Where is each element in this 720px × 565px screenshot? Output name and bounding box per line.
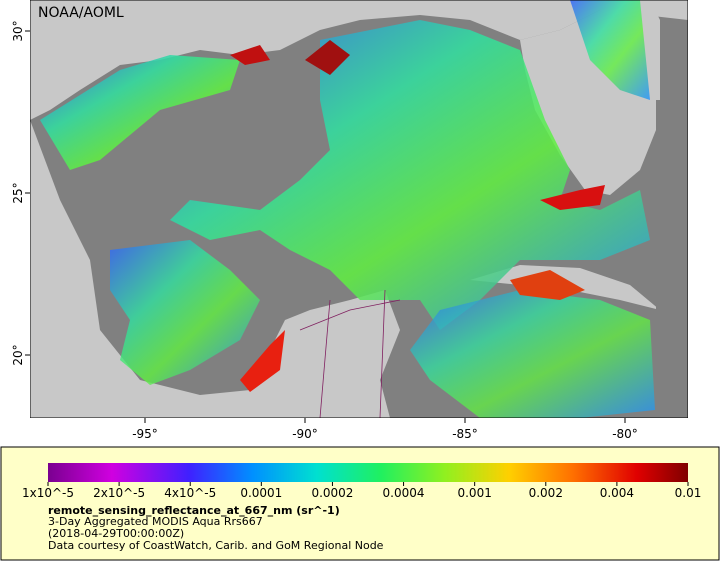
swath [570, 0, 650, 100]
legend-line: 3-Day Aggregated MODIS Aqua Rrs667 [48, 515, 263, 528]
colorbar-tick-label: 0.01 [675, 486, 702, 500]
legend-title: remote_sensing_reflectance_at_667_nm (sr… [48, 504, 340, 517]
swath [40, 55, 240, 170]
colorbar-tick-label: 0.0002 [311, 486, 353, 500]
land-north [30, 0, 688, 120]
swath-high [540, 185, 605, 210]
colorbar-tick-label: 0.001 [457, 486, 491, 500]
swath-high [230, 45, 270, 65]
lon-tick-label: -80° [612, 427, 638, 441]
swath [410, 290, 655, 418]
colorbar [48, 463, 688, 482]
colorbar-tick-label: 0.002 [529, 486, 563, 500]
swath [170, 20, 650, 330]
colorbar-tick-label: 0.0001 [240, 486, 282, 500]
lon-tick-label: -85° [452, 427, 478, 441]
lat-axis: 30° 25° 20° [11, 20, 30, 366]
lon-axis: -95° -90° -85° -80° [132, 418, 638, 441]
swath-high [510, 270, 585, 300]
map [30, 0, 688, 418]
lon-tick-label: -90° [292, 427, 318, 441]
swath-high [240, 330, 285, 392]
lon-tick-label: -95° [132, 427, 158, 441]
colorbar-ticks: 1x10^-5 2x10^-5 4x10^-5 0.0001 0.0002 0.0004 0… [22, 482, 701, 500]
legend-line: Data courtesy of CoastWatch, Carib. and … [48, 539, 384, 552]
lat-tick-label: 20° [11, 344, 25, 365]
colorbar-tick-label: 0.0004 [383, 486, 425, 500]
lat-tick-label: 30° [11, 20, 25, 41]
lat-tick-label: 25° [11, 182, 25, 203]
no-data [656, 100, 688, 418]
colorbar-tick-label: 1x10^-5 [22, 486, 74, 500]
land-mexico [30, 120, 400, 418]
credit: NOAA/AOML [38, 5, 124, 21]
swath-high [305, 40, 350, 75]
legend-line: (2018-04-29T00:00:00Z) [48, 527, 184, 540]
swath [110, 240, 260, 385]
colorbar-tick-label: 4x10^-5 [164, 486, 216, 500]
border-line [299, 289, 401, 418]
colorbar-tick-label: 0.004 [600, 486, 634, 500]
colorbar-tick-label: 2x10^-5 [93, 486, 145, 500]
